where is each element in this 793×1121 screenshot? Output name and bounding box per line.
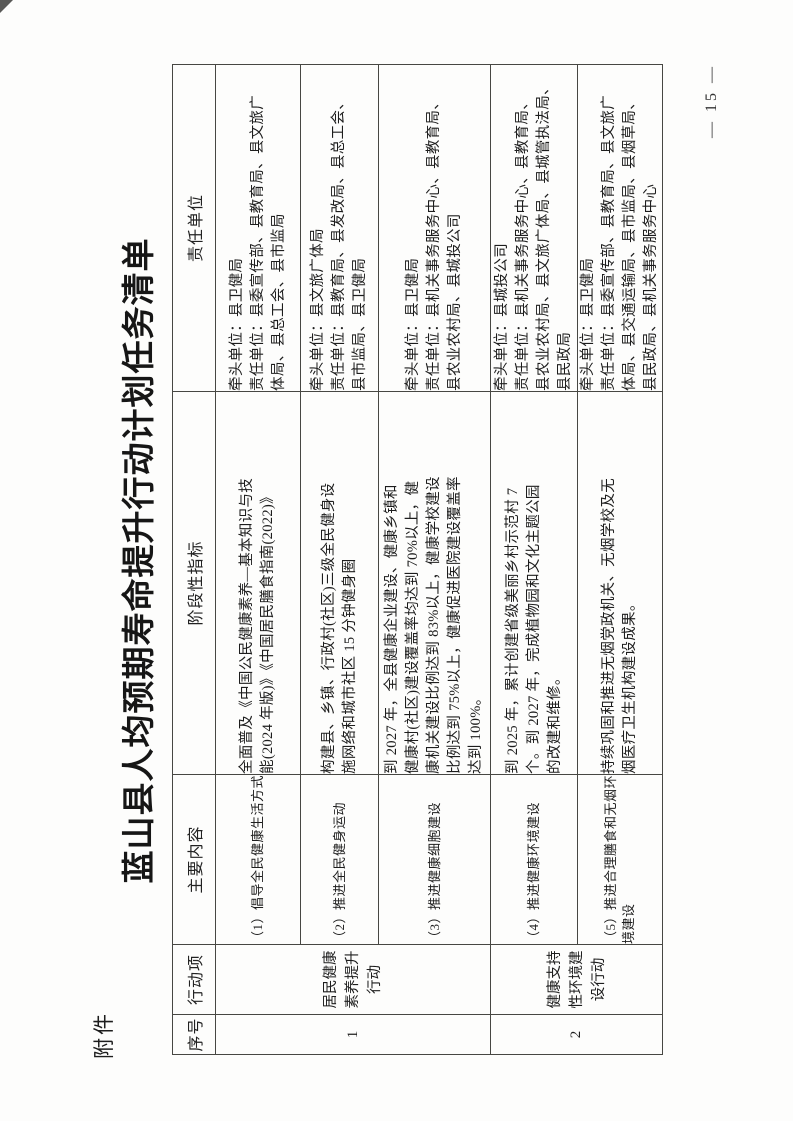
table-row: 2 健康支持 性环境建 设行动 （4）推进健康环境建设 到 2025 年，累计创… <box>490 64 663 1055</box>
action-cell-group-2: 健康支持 性环境建 设行动 <box>490 944 663 1015</box>
table-row: （5）推进合理膳食和无烟环 境建设 持续巩固和推进无烟党政机关、无烟学校及无 烟… <box>577 64 663 1054</box>
unit-cell-4: 牵头单位：县城投公司 责任单位：县机关事务服务中心、县教育局、 县农业农村局、县… <box>490 64 578 392</box>
content-cell-2: （2）推进全民健身运动 <box>300 774 379 945</box>
table-row: （3）推进健康细胞建设 到 2027 年，全县健康企业建设、健康乡镇和 健康村(… <box>378 64 491 1054</box>
indicator-cell-4: 到 2025 年，累计创建省级美丽乡村示范村 7 个。到 2027 年，完成植物… <box>490 391 578 775</box>
header-indicator: 阶段性指标 <box>172 391 216 775</box>
page-title: 蓝山县人均预期寿命提升行动计划任务清单 <box>122 237 158 884</box>
seq-cell-group-1: 1 <box>215 1014 491 1055</box>
header-content: 主要内容 <box>172 774 216 945</box>
content-cell-3: （3）推进健康细胞建设 <box>378 774 491 945</box>
unit-cell-2: 牵头单位：县文旅广体局 责任单位：县教育局、县发改局、县总工会、 县市监局、县卫… <box>300 64 379 392</box>
indicator-cell-3: 到 2027 年，全县健康企业建设、健康乡镇和 健康村(社区)建设覆盖率均达到 … <box>378 391 491 775</box>
header-seq: 序号 <box>172 1014 216 1055</box>
action-cell-group-1: 居民健康 素养提升 行动 <box>215 944 491 1015</box>
content-cell-5: （5）推进合理膳食和无烟环 境建设 <box>577 774 663 945</box>
indicator-cell-5: 持续巩固和推进无烟党政机关、无烟学校及无 烟医疗卫生机构建设成果。 <box>577 391 663 775</box>
table-row: （2）推进全民健身运动 构建县、乡镇、行政村(社区)三级全民健身设 施网络和城市… <box>300 64 379 1054</box>
indicator-cell-1: 全面普及《中国公民健康素养—基本知识与技 能(2024 年版)》《中国居民膳食指… <box>215 391 301 775</box>
content-cell-1: （1）倡导全民健康生活方式 <box>215 774 301 945</box>
indicator-cell-2: 构建县、乡镇、行政村(社区)三级全民健身设 施网络和城市社区 15 分钟健身圈 <box>300 391 379 775</box>
header-action: 行动项 <box>172 944 216 1015</box>
page-number: — 15 — <box>703 64 720 138</box>
unit-cell-5: 牵头单位：县卫健局 责任单位：县委宣传部、县教育局、县文旅广 体局、县交通运输局… <box>577 64 663 392</box>
table-header-row: 序号 行动项 主要内容 阶段性指标 责任单位 <box>172 64 216 1055</box>
seq-cell-group-2: 2 <box>490 1014 663 1055</box>
unit-cell-1: 牵头单位：县卫健局 责任单位：县委宣传部、县教育局、县文旅广 体局、县总工会、县… <box>215 64 301 392</box>
scan-corner-artifact <box>0 0 13 13</box>
header-unit: 责任单位 <box>172 64 216 392</box>
table-row: 1 居民健康 素养提升 行动 （1）倡导全民健康生活方式 全面普及《中国公民健康… <box>215 64 491 1055</box>
content-cell-4: （4）推进健康环境建设 <box>490 774 578 945</box>
task-table: 序号 行动项 主要内容 阶段性指标 责任单位 1 居民健康 素养提升 行动 （1… <box>172 64 663 1055</box>
unit-cell-3: 牵头单位：县卫健局 责任单位：县机关事务服务中心、县教育局、 县农业农村局、县城… <box>378 64 491 392</box>
